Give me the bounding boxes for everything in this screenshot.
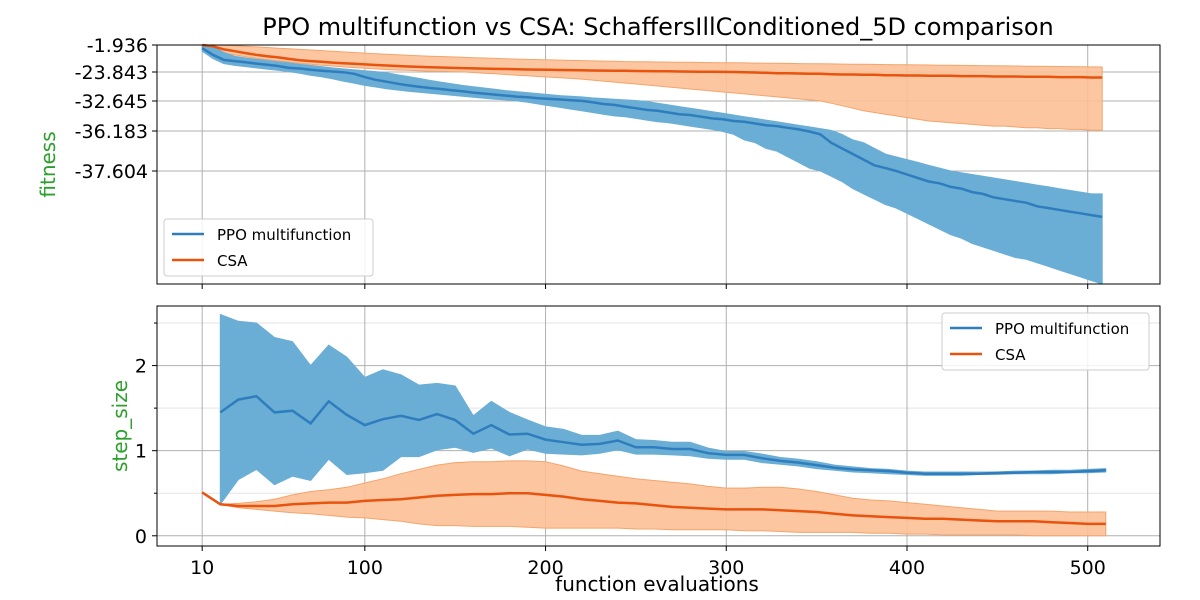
- legend: PPO multifunction CSA: [163, 218, 374, 277]
- ppo-fitness-line: [201, 47, 1103, 219]
- y-tick-label: 1: [135, 441, 147, 463]
- legend: PPO multifunction CSA: [941, 312, 1150, 371]
- x-axis-label: function evaluations: [555, 572, 759, 596]
- legend-box: [163, 218, 374, 277]
- y-tick-label: 0: [135, 526, 147, 548]
- plot-frame: [156, 305, 1161, 547]
- y-tick-label: -37.604: [75, 161, 148, 183]
- x-tick-label: 200: [527, 557, 563, 579]
- y-tick-label: -36.183: [75, 121, 148, 143]
- legend-box: [941, 312, 1150, 371]
- x-tick-label: 300: [708, 557, 744, 579]
- x-tick-label: 10: [190, 557, 214, 579]
- fitness-panel: -1.936 -23.843 -32.645 -36.183 -37.604 fitnes…: [36, 35, 1161, 289]
- x-tick-label: 400: [889, 557, 925, 579]
- x-tick-label: 100: [347, 557, 383, 579]
- legend-label: PPO multifunction: [217, 226, 351, 244]
- ppo-step-band: [219, 313, 1107, 506]
- csa-step-line: [201, 491, 1106, 526]
- y-axis-label: fitness: [36, 131, 60, 197]
- step-size-panel: 0 1 2 10 100 200 300 400 500 step_size PPO multifu…: [108, 305, 1161, 579]
- y-tick-label: -32.645: [75, 91, 148, 113]
- x-tick-label: 500: [1070, 557, 1106, 579]
- y-tick-label: -1.936: [87, 35, 148, 57]
- legend-label: PPO multifunction: [995, 320, 1129, 338]
- plot-frame: [156, 44, 1161, 285]
- ppo-step-line: [219, 394, 1106, 475]
- legend-label: CSA: [995, 346, 1026, 364]
- csa-fitness-line: [202, 43, 1103, 79]
- y-tick-label: 2: [135, 356, 147, 378]
- y-tick-label: -23.843: [75, 62, 148, 84]
- y-axis-label: step_size: [108, 380, 132, 472]
- chart-title: PPO multifunction vs CSA: SchaffersIllCo…: [262, 13, 1053, 41]
- legend-label: CSA: [217, 252, 248, 270]
